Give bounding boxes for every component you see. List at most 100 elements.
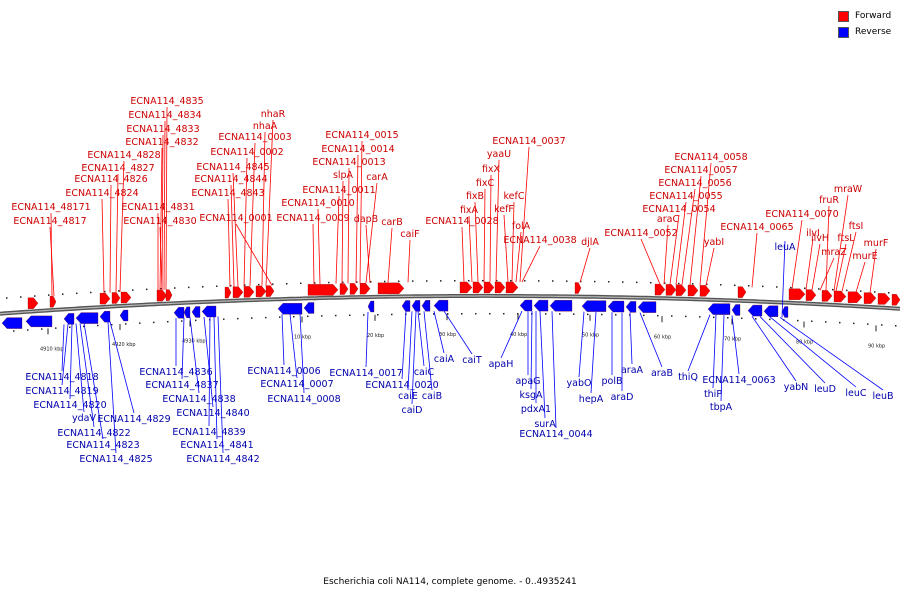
reverse-label-leader [281, 314, 285, 366]
reverse-gene-label: ECNA114_4820 [33, 400, 106, 411]
forward-label-leader [699, 162, 712, 286]
scale-dot [741, 317, 743, 320]
reverse-label-leader [61, 324, 65, 372]
forward-gene-label: fruR [819, 195, 839, 206]
forward-label-leader [235, 223, 273, 286]
reverse-gene-label: ECNA114_0008 [267, 394, 340, 405]
forward-label-leader [341, 180, 344, 284]
reverse-label-leader [401, 311, 407, 380]
scale-dot [377, 313, 379, 316]
reverse-label-leader [69, 323, 73, 400]
scale-dot [195, 319, 197, 322]
scale-dot [748, 285, 750, 287]
reverse-label-leader [629, 312, 633, 365]
scale-dot [538, 280, 540, 282]
forward-label-leader [675, 201, 687, 285]
reverse-gene-label: ECNA114_4840 [176, 408, 249, 419]
forward-gene-arrow [339, 283, 349, 295]
scale-dot [48, 294, 50, 296]
reverse-gene-arrow [731, 304, 741, 316]
scale-dot [454, 280, 456, 282]
forward-gene-arrow [349, 283, 359, 295]
scale-dot [391, 313, 393, 316]
scale-dot [90, 291, 92, 294]
scale-dot [328, 281, 330, 284]
forward-label-leader [791, 219, 803, 289]
scale-dot [230, 284, 232, 287]
forward-swatch [838, 10, 849, 22]
forward-label-leader [359, 140, 363, 284]
forward-label-leader [869, 248, 877, 294]
reverse-gene-label: ECNA114_4839 [172, 427, 245, 438]
forward-gene-label: dapB [354, 214, 378, 225]
scale-dot [461, 313, 463, 315]
reverse-gene-label: ECNA114_0063 [702, 375, 775, 386]
forward-gene-label: ECNA114_4832 [125, 137, 198, 148]
scale-dot [433, 313, 435, 315]
scale-dot [202, 286, 204, 288]
reverse-gene-label: ksgA [520, 390, 543, 401]
scale-dot [622, 281, 624, 283]
forward-gene-label: carA [366, 172, 388, 183]
reverse-gene-label: apaG [515, 376, 540, 387]
scale-dot [167, 320, 169, 323]
scale-dot [608, 281, 610, 283]
reverse-gene-label: ECNA114_0017 [329, 368, 402, 379]
reverse-gene-arrow [191, 306, 201, 318]
forward-label-leader [461, 226, 465, 282]
scale-dot [237, 317, 239, 320]
scale-dot [174, 287, 176, 289]
forward-label-leader [640, 238, 661, 285]
forward-gene-arrow [232, 286, 244, 298]
reverse-gene-label: tbpA [710, 402, 733, 413]
reverse-label-leader [411, 311, 417, 405]
forward-label-leader [261, 131, 266, 286]
reverse-gene-arrow [421, 300, 431, 312]
scale-dot [615, 314, 617, 316]
reverse-gene-arrow [75, 312, 99, 324]
scale-dot [825, 321, 827, 323]
reverse-label-leader [75, 323, 85, 413]
forward-gene-arrow [863, 292, 877, 304]
forward-label-leader [109, 184, 112, 293]
forward-label-leader [805, 238, 814, 290]
tick-label: 90 kbp [868, 343, 885, 349]
reverse-gene-label: leuA [774, 242, 796, 253]
forward-gene-label: ECNA114_0011 [302, 185, 375, 196]
forward-label-leader [825, 205, 830, 291]
forward-gene-label: ECNA114_0009 [276, 213, 349, 224]
reverse-gene-arrow [607, 300, 625, 313]
forward-gene-arrow [165, 289, 173, 301]
tick-label: 30 kbp [439, 332, 456, 338]
forward-label-leader [819, 257, 835, 291]
reverse-gene-arrow [119, 309, 129, 322]
forward-label-leader [483, 188, 486, 282]
forward-gene-arrow [27, 297, 39, 309]
reverse-label-leader [639, 312, 663, 368]
reverse-gene-label: araA [621, 365, 644, 376]
reverse-gene-label: araB [651, 368, 673, 379]
reverse-gene-label: surA [534, 419, 556, 430]
scale-dot [573, 313, 575, 315]
reverse-label-leader [79, 323, 95, 428]
scale-dot [293, 315, 295, 318]
scale-dot [790, 286, 792, 289]
reverse-gene-label: ECNA114_4825 [79, 454, 152, 465]
forward-label-leader [519, 146, 530, 283]
scale-dot [881, 324, 883, 326]
reverse-gene-label: ECNA114_0044 [519, 429, 592, 440]
forward-gene-label: ECNA114_4843 [191, 188, 264, 199]
forward-gene-arrow [891, 294, 900, 306]
reverse-gene-arrow [625, 301, 637, 313]
forward-gene-label: ECNA114_0056 [658, 178, 731, 189]
forward-gene-label: slpA [333, 170, 354, 181]
scale-dot [545, 313, 547, 315]
reverse-label-leader [720, 315, 725, 402]
scale-dot [160, 287, 162, 290]
forward-label-leader [689, 175, 702, 286]
scale-dot [272, 283, 274, 285]
forward-gene-label: ECNA114_48171 [11, 202, 90, 213]
forward-label-leader [681, 188, 696, 285]
forward-gene-label: ftsI [849, 221, 864, 232]
legend-reverse: Reverse [838, 24, 891, 40]
